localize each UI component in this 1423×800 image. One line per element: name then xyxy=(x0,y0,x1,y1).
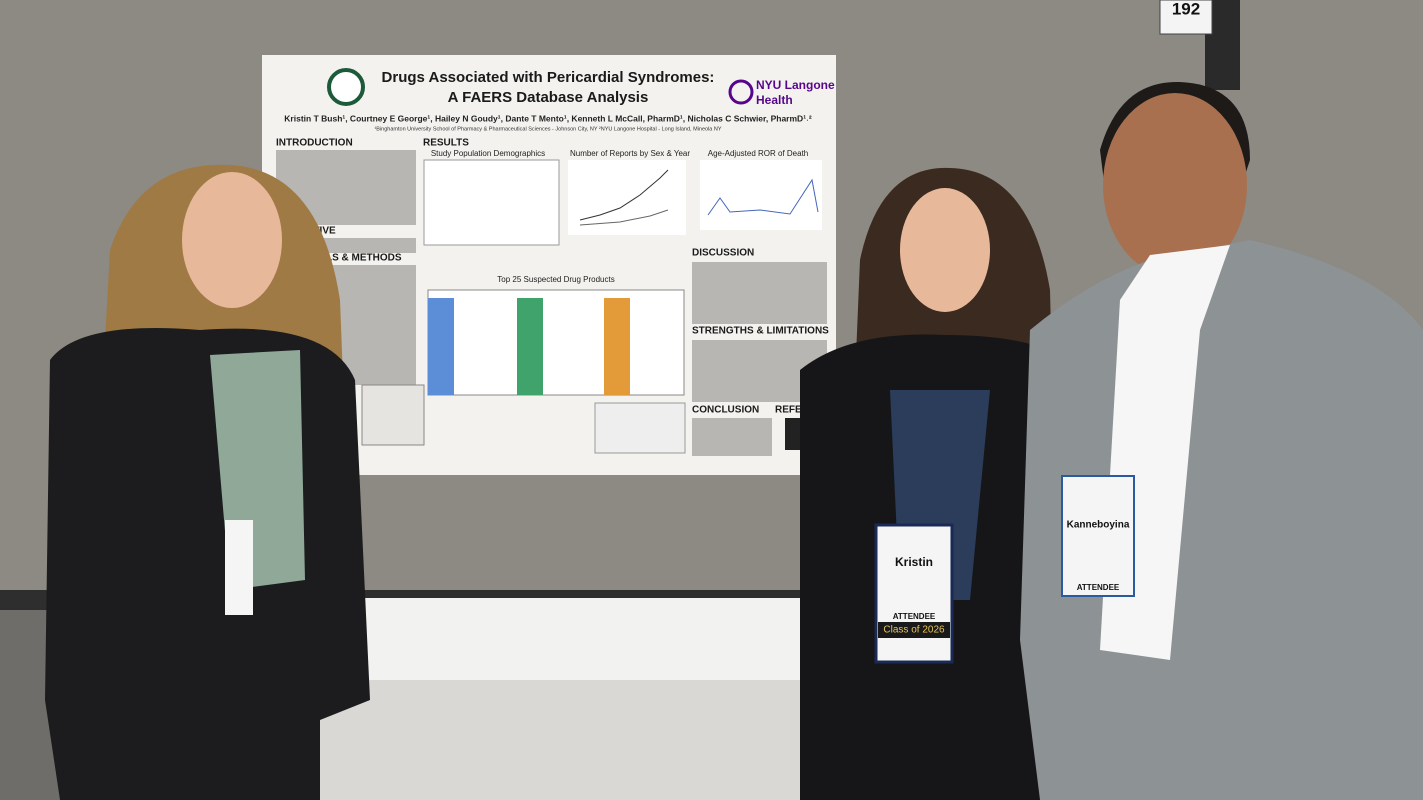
drug-table xyxy=(427,289,685,396)
nyu-logo xyxy=(728,79,754,105)
line-chart xyxy=(568,160,686,235)
section-heading: CONCLUSION xyxy=(692,405,759,416)
chart-line xyxy=(707,178,819,216)
poster-title: Drugs Associated with Pericardial Syndro… xyxy=(382,69,715,86)
badge-type: ATTENDEE xyxy=(1077,583,1120,592)
person xyxy=(45,164,370,800)
logo-text: NYU Langone xyxy=(756,78,835,92)
badge-type: ATTENDEE xyxy=(893,612,936,621)
legend-box xyxy=(594,402,686,454)
section-heading: RESULTS xyxy=(423,138,469,149)
poster-title: A FAERS Database Analysis xyxy=(448,89,649,106)
chart-line xyxy=(579,169,669,221)
badge xyxy=(874,523,954,664)
poster-affiliations: ¹Binghamton University School of Pharmac… xyxy=(374,126,721,132)
flow-chart xyxy=(361,384,425,446)
figure-title: Top 25 Suspected Drug Products xyxy=(497,275,614,284)
figure-title: Study Population Demographics xyxy=(431,149,545,158)
section-heading: INTRODUCTION xyxy=(276,138,353,149)
section-heading: TERIALS & METHODS xyxy=(296,253,402,264)
badge-name: Kanneboyina xyxy=(1067,520,1130,531)
table-skirt xyxy=(305,680,865,800)
poster-authors: Kristin T Bush¹, Courtney E George¹, Hai… xyxy=(284,113,812,123)
university-logo xyxy=(327,68,365,106)
drug-table-colors xyxy=(428,298,630,395)
badge xyxy=(1061,475,1135,597)
logo-text: Health xyxy=(756,93,793,107)
demographics-table xyxy=(423,159,560,246)
section-heading: DISCUSSION xyxy=(692,248,754,259)
figure-title: Age-Adjusted ROR of Death xyxy=(708,149,809,158)
section-heading: STRENGTHS & LIMITATIONS xyxy=(692,326,829,337)
badge-class: Class of 2026 xyxy=(883,625,945,636)
person: Kanneboyina ATTENDEE xyxy=(1020,81,1423,800)
booth-number: 192 xyxy=(1172,0,1200,18)
line-chart xyxy=(700,160,822,230)
text-block xyxy=(276,150,827,456)
person: Kristin ATTENDEE Class of 2026 xyxy=(800,167,1085,800)
chart-line xyxy=(579,209,669,226)
badge-name: Kristin xyxy=(895,555,933,569)
booth-sign xyxy=(1159,0,1213,35)
figure-title: Number of Reports by Sex & Year xyxy=(570,149,690,158)
table-top xyxy=(320,598,800,688)
